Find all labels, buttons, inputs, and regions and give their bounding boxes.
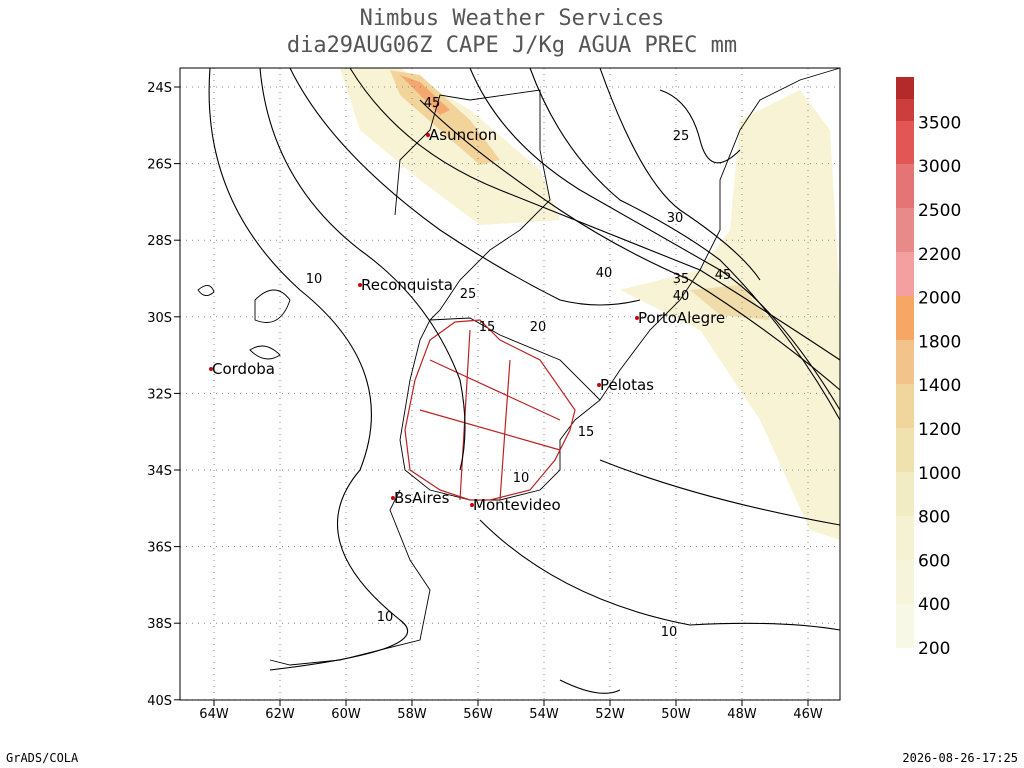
city-label: Asuncion: [429, 126, 497, 144]
colorbar-box: [896, 99, 914, 121]
colorbar-label: 3000: [918, 157, 961, 177]
lon-label: 62W: [265, 707, 295, 722]
lat-label: 30S: [147, 311, 172, 326]
city-marker: [635, 316, 639, 320]
colorbar-box: [896, 472, 914, 516]
lon-label: 60W: [331, 707, 361, 722]
colorbar-box: [896, 252, 914, 296]
colorbar: 200 400 600 800 1000 1200 1400 1800 2000 2200 2500…: [896, 77, 961, 659]
colorbar-label: 2000: [918, 289, 961, 309]
contour-label: 25: [673, 129, 690, 144]
colorbar-label: 1200: [918, 420, 961, 440]
labels: 24S 26S 28S 30S 32S 34S 36S 38S 40S 64W 62W 60W 58W 5…: [147, 81, 823, 722]
colorbar-box: [896, 164, 914, 208]
city-marker: [426, 133, 430, 137]
contour-label: 15: [578, 425, 595, 440]
city-marker: [209, 367, 213, 371]
footer-left: GrADS/COLA: [6, 751, 79, 765]
city-marker: [391, 496, 395, 500]
shade: [390, 70, 500, 165]
contour-label: 10: [661, 625, 678, 640]
lat-label: 34S: [147, 464, 172, 479]
contour-label: 10: [306, 272, 323, 287]
city-label: Pelotas: [600, 376, 654, 394]
contour-label: 15: [479, 320, 496, 335]
colorbar-label: 1800: [918, 332, 961, 352]
lat-label: 38S: [147, 617, 172, 632]
colorbar-label: 200: [918, 639, 950, 659]
colorbar-box: [896, 77, 914, 99]
colorbar-box: [896, 560, 914, 604]
colorbar-label: 800: [918, 508, 950, 528]
city-label: Cordoba: [212, 360, 275, 378]
uruguay-borders: [404, 319, 576, 501]
title: Nimbus Weather Services: [360, 6, 665, 31]
colorbar-label: 400: [918, 595, 950, 615]
lat-label: 40S: [147, 694, 172, 709]
contour-label: 45: [715, 268, 732, 283]
colorbar-label: 1000: [918, 464, 961, 484]
city-label: PortoAlegre: [638, 309, 725, 327]
lat-label: 36S: [147, 541, 172, 556]
lon-label: 48W: [727, 707, 757, 722]
lon-label: 58W: [397, 707, 427, 722]
colorbar-box: [896, 121, 914, 164]
lat-label: 26S: [147, 158, 172, 173]
footer-right: 2026-08-26-17:25: [902, 751, 1018, 765]
city-label: BsAires: [394, 489, 450, 507]
contour-label: 20: [530, 320, 547, 335]
colorbar-box: [896, 516, 914, 560]
lon-label: 54W: [529, 707, 559, 722]
city-label: Montevideo: [473, 496, 561, 514]
lon-label: 56W: [463, 707, 493, 722]
city-marker: [597, 383, 601, 387]
contour-label: 30: [667, 211, 684, 226]
lon-label: 64W: [199, 707, 229, 722]
colorbar-box: [896, 208, 914, 252]
colorbar-label: 1400: [918, 376, 961, 396]
contour-label: 40: [673, 289, 690, 304]
lon-label: 52W: [595, 707, 625, 722]
city-marker: [358, 283, 362, 287]
colorbar-box: [896, 340, 914, 384]
colorbar-label: 600: [918, 551, 950, 571]
colorbar-box: [896, 384, 914, 428]
coastlines: [197, 67, 841, 666]
contour-label: 10: [513, 471, 530, 486]
lat-label: 28S: [147, 234, 172, 249]
contours: [208, 67, 841, 694]
contour-label: 40: [596, 266, 613, 281]
subtitle: dia29AUG06Z CAPE J/Kg AGUA PREC mm: [287, 33, 737, 58]
lon-label: 46W: [793, 707, 823, 722]
colorbar-box: [896, 604, 914, 648]
contour-label: 25: [460, 287, 477, 302]
colorbar-box: [896, 428, 914, 472]
colorbar-label: 2500: [918, 201, 961, 221]
colorbar-label: 2200: [918, 245, 961, 265]
colorbar-label: 3500: [918, 113, 961, 133]
contour-label: 45: [424, 96, 441, 111]
shade: [690, 285, 770, 320]
map-frame: [179, 67, 841, 701]
lat-label: 32S: [147, 387, 172, 402]
city-label: Reconquista: [361, 276, 453, 294]
contour-label: 35: [673, 272, 690, 287]
shade: [340, 68, 560, 225]
colorbar-box: [896, 296, 914, 340]
city-marker: [470, 503, 474, 507]
lon-label: 50W: [661, 707, 691, 722]
shading: [340, 68, 840, 540]
contour-label: 10: [377, 610, 394, 625]
lat-label: 24S: [147, 81, 172, 96]
